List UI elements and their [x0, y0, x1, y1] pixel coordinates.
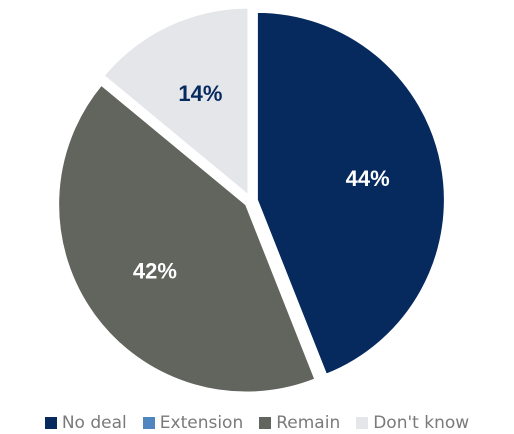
pie-slice-don-t-know [102, 6, 250, 198]
slice-label-remain: 42% [133, 258, 177, 283]
legend-swatch-remain [259, 417, 272, 429]
legend-label-remain: Remain [276, 413, 341, 433]
chart-legend: No deal Extension Remain Don't know [0, 412, 514, 434]
legend-item-remain: Remain [259, 413, 340, 433]
pie-slice-no-deal [255, 10, 446, 376]
legend-item-extension: Extension [142, 413, 244, 433]
legend-swatch-no-deal [44, 417, 57, 429]
legend-item-dont-know: Don't know [356, 413, 469, 433]
pie-slice-remain [57, 83, 317, 394]
legend-swatch-dont-know [356, 417, 369, 429]
legend-label-extension: Extension [159, 413, 244, 433]
slice-label-don-t-know: 14% [178, 81, 222, 106]
legend-swatch-extension [142, 417, 155, 429]
slice-label-no-deal: 44% [346, 166, 390, 191]
legend-item-no-deal: No deal [44, 413, 127, 433]
pie-plot-area: 44% 42% 14% [57, 6, 446, 394]
legend-label-no-deal: No deal [61, 413, 127, 433]
legend-label-dont-know: Don't know [373, 413, 470, 433]
